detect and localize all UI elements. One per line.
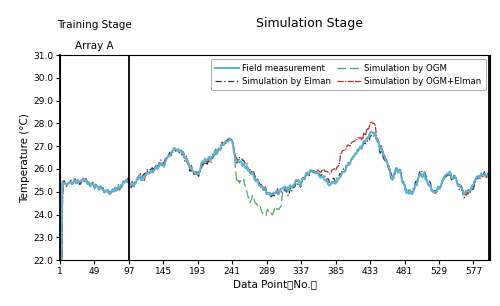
X-axis label: Data Point（No.）: Data Point（No.） <box>233 279 317 289</box>
Text: Simulation Stage: Simulation Stage <box>256 17 363 31</box>
Text: Training Stage: Training Stage <box>57 21 132 31</box>
Text: Array A: Array A <box>75 41 114 51</box>
Y-axis label: Temperature (°C): Temperature (°C) <box>20 113 30 203</box>
Legend: Field measurement, Simulation by Elman, Simulation by OGM, Simulation by OGM+Elm: Field measurement, Simulation by Elman, … <box>210 59 486 90</box>
